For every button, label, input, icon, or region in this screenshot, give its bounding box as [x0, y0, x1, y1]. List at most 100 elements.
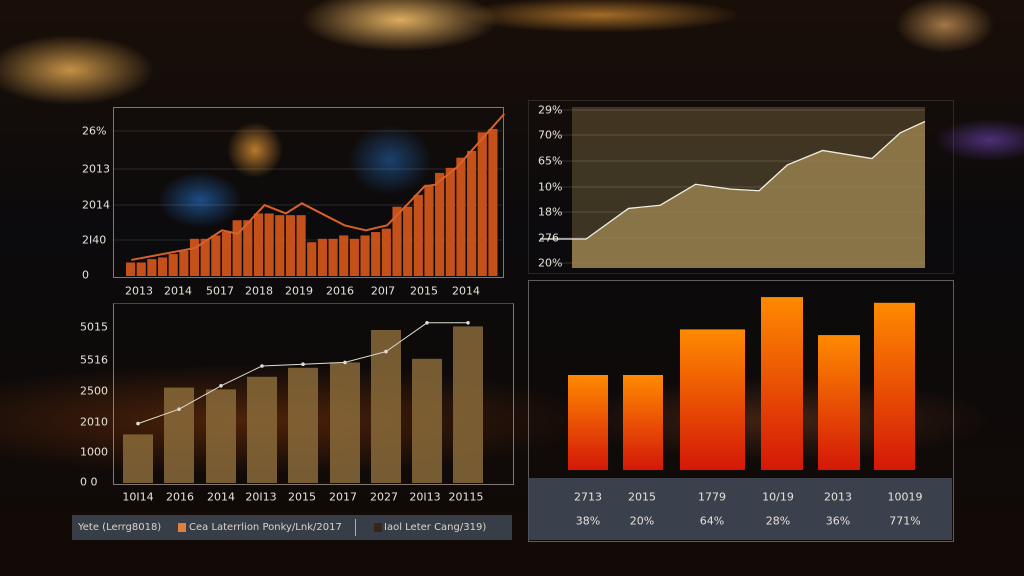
y-tick-label: 29%	[538, 103, 563, 117]
category-label: 1779	[698, 490, 726, 504]
bar	[680, 329, 745, 470]
bar	[157, 257, 168, 276]
bar	[392, 206, 402, 276]
bar	[371, 330, 401, 483]
bar	[453, 326, 483, 483]
x-tick-label: 2014	[164, 284, 192, 298]
percent-label: 20%	[629, 514, 655, 528]
bar	[381, 228, 391, 276]
bar	[164, 387, 194, 483]
y-tick-label: 65%	[538, 154, 563, 168]
line-point	[466, 321, 470, 325]
bar	[221, 232, 232, 276]
bar	[330, 362, 360, 483]
chart-2-frame	[113, 303, 514, 485]
legend-item: Iaol Leter Cang/319)	[384, 522, 487, 533]
bar	[264, 213, 274, 276]
x-tick-label: 2018	[245, 284, 273, 298]
bar	[467, 150, 477, 276]
bar	[247, 376, 277, 483]
y-tick-label: 0	[82, 268, 89, 282]
bar	[761, 297, 803, 470]
line-point	[301, 362, 305, 366]
legend-item: Yete (Lerrg8018)	[78, 522, 162, 533]
x-tick-label: 2016	[326, 284, 354, 298]
bar	[285, 215, 296, 276]
y-tick-label: 5015	[80, 320, 108, 334]
x-tick-label: 5017	[206, 284, 234, 298]
bar	[123, 434, 153, 483]
bar	[126, 262, 136, 276]
y-tick-label: 2500	[80, 384, 108, 398]
bar	[179, 250, 189, 276]
y-tick-label: 5516	[80, 353, 108, 367]
bar	[623, 375, 663, 470]
percent-label: 28%	[765, 514, 791, 528]
legend-item: Cea Laterrlion Ponky/Lnk/2017	[189, 522, 342, 533]
line-point	[136, 421, 140, 426]
x-tick-label: 2019	[285, 284, 313, 298]
line-point	[177, 407, 181, 411]
x-tick-label: 20I13	[409, 490, 441, 504]
bar	[253, 213, 264, 276]
category-label: 2713	[574, 490, 602, 504]
percent-label: 36%	[825, 514, 851, 528]
bar	[488, 128, 498, 276]
bar	[296, 215, 306, 276]
bar	[818, 335, 860, 470]
bar	[456, 157, 466, 276]
bar	[307, 242, 317, 276]
x-tick-label: 2027	[370, 490, 398, 504]
y-tick-label: 20%	[538, 256, 563, 270]
y-tick-label: 276	[538, 231, 559, 245]
x-tick-label: 2013	[125, 284, 153, 298]
chart-3-frame	[528, 100, 954, 274]
chart-1-frame	[113, 107, 504, 278]
y-tick-label: 2010	[80, 415, 108, 429]
y-tick-label: 2014	[82, 198, 110, 212]
y-tick-label: 1000	[80, 445, 108, 459]
line-point	[384, 349, 388, 354]
legend-divider	[355, 519, 356, 536]
category-label: 2013	[824, 490, 852, 504]
bar	[147, 259, 157, 276]
bar	[445, 167, 455, 276]
bar	[243, 220, 253, 276]
chart-4-plot	[568, 297, 915, 470]
y-tick-label: 26%	[82, 124, 107, 138]
bar	[136, 262, 146, 276]
x-tick-label: 2014	[452, 284, 480, 298]
bar	[317, 238, 327, 276]
line-point	[219, 384, 223, 388]
x-tick-label: 20I13	[245, 490, 277, 504]
bar	[288, 367, 318, 483]
chart-4-frame	[528, 280, 954, 542]
bar	[412, 358, 442, 483]
y-tick-label: 70%	[538, 128, 563, 142]
category-label: 10019	[887, 490, 923, 504]
bar	[211, 235, 221, 276]
bar	[206, 389, 236, 483]
y-tick-label: 0 0	[80, 475, 98, 489]
legend-swatch	[374, 523, 382, 532]
bar	[349, 238, 359, 276]
y-tick-label: 18%	[538, 205, 563, 219]
line-point	[260, 364, 264, 368]
y-tick-label: 10%	[538, 180, 563, 194]
x-tick-label: 2016	[166, 490, 194, 504]
percent-label: 38%	[575, 514, 601, 528]
category-label: 10/19	[762, 490, 794, 504]
bar	[371, 232, 381, 276]
bar	[275, 215, 285, 276]
x-tick-label: 2014	[207, 490, 235, 504]
y-tick-label: 2I40	[82, 233, 107, 247]
bar	[413, 194, 423, 276]
percent-label: 64%	[699, 514, 725, 528]
bar	[189, 238, 200, 276]
legend-swatch	[178, 523, 186, 532]
bar	[232, 220, 242, 276]
bar	[435, 172, 445, 276]
line-point	[425, 321, 429, 325]
bar	[568, 375, 608, 470]
category-label: 2015	[628, 490, 656, 504]
